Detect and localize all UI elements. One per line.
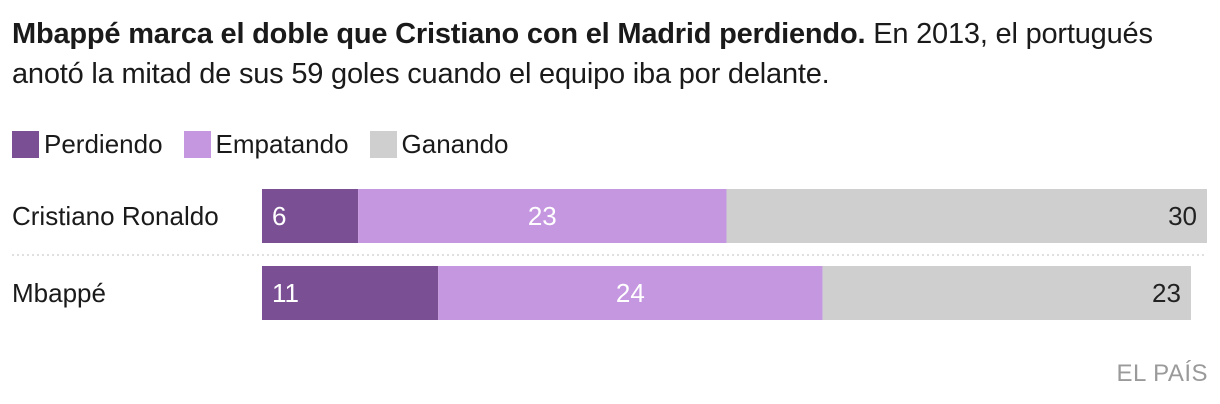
- legend-label-empatando: Empatando: [215, 128, 349, 159]
- category-label-mbappe: Mbappé: [12, 278, 106, 308]
- bar-segment-cristiano-ronaldo-perdiendo: [262, 189, 359, 243]
- data-label-cristiano-ronaldo-perdiendo: 6: [272, 201, 286, 231]
- headline-lead: Mbappé marca el doble que Cristiano con …: [12, 18, 866, 50]
- legend-item-empatando: Empatando: [183, 128, 349, 160]
- legend-item-perdiendo: Perdiendo: [12, 129, 163, 160]
- data-label-mbappe-perdiendo: 11: [272, 278, 299, 308]
- legend-swatch-ganando: [369, 130, 397, 158]
- bar-segment-mbappe-perdiendo: [262, 266, 439, 320]
- chart-headline: Mbappé marca el doble que Cristiano con …: [12, 14, 1207, 94]
- legend-label-ganando: Ganando: [401, 128, 509, 159]
- data-label-cristiano-ronaldo-ganando: 30: [1168, 201, 1197, 231]
- bar-segment-mbappe-empatando: [438, 266, 823, 320]
- data-label-mbappe-ganando: 23: [1152, 278, 1181, 308]
- legend-item-ganando: Ganando: [369, 128, 509, 160]
- bar-segment-mbappe-ganando: [822, 266, 1191, 320]
- source-credit: EL PAÍS: [1116, 360, 1208, 387]
- category-label-cristiano-ronaldo: Cristiano Ronaldo: [12, 201, 219, 231]
- legend-label-perdiendo: Perdiendo: [44, 128, 163, 159]
- chart-legend: Perdiendo Empatando Ganando: [12, 128, 530, 160]
- bar-segment-cristiano-ronaldo-empatando: [358, 189, 727, 243]
- headline-text: En 2013, el portugués anotó la mitad de …: [12, 18, 1153, 90]
- data-label-cristiano-ronaldo-empatando: 23: [528, 201, 557, 231]
- bar-segment-cristiano-ronaldo-ganando: [726, 189, 1207, 243]
- legend-swatch-perdiendo: [12, 130, 39, 158]
- data-label-mbappe-empatando: 24: [616, 278, 645, 308]
- legend-swatch-empatando: [183, 130, 211, 158]
